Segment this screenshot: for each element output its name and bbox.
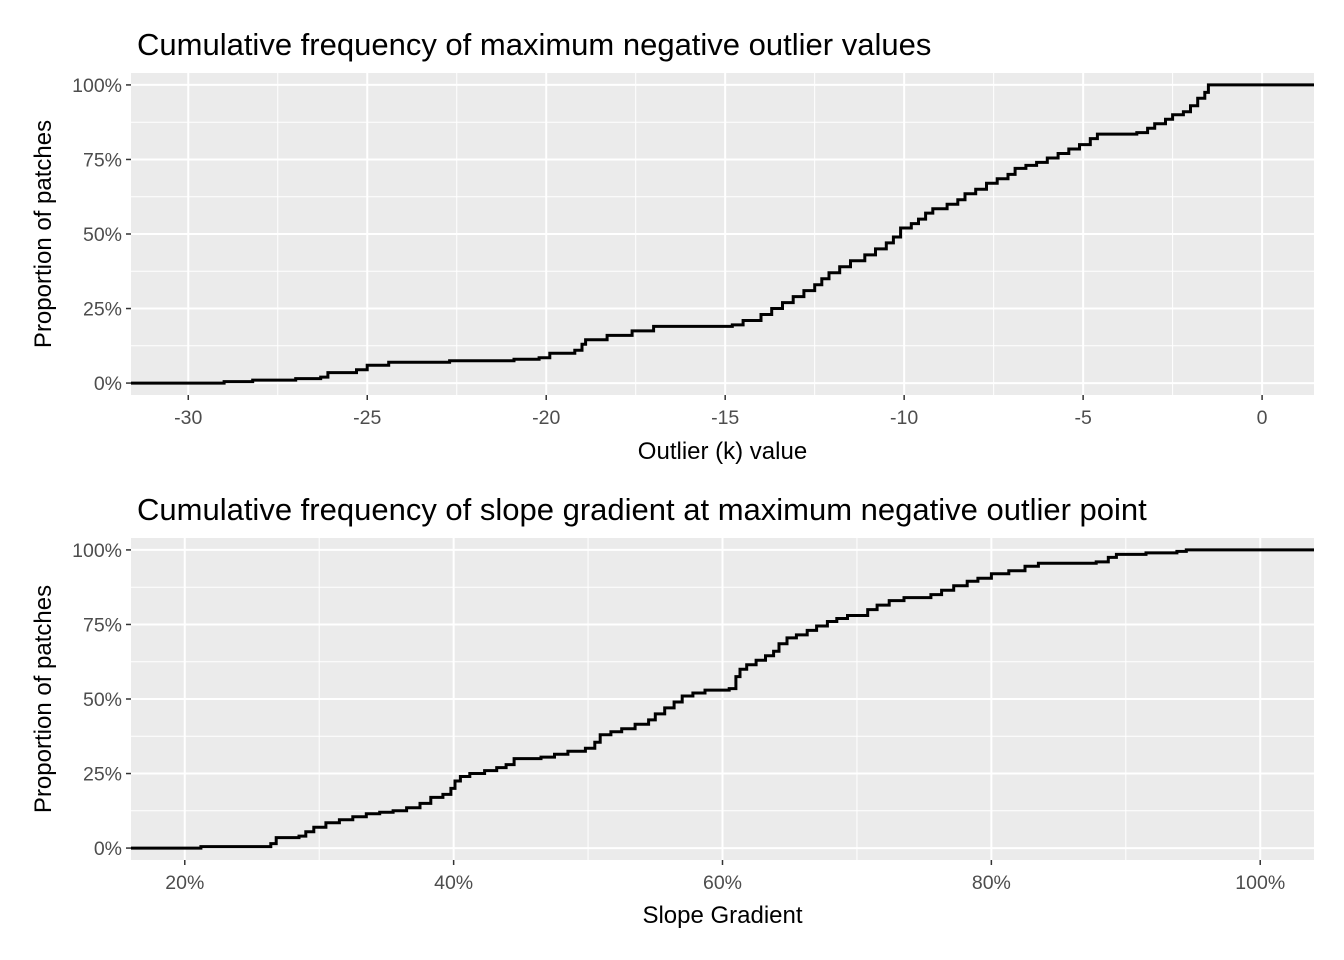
x-tick-label: -30 bbox=[174, 407, 202, 429]
x-tick-label: 40% bbox=[434, 872, 473, 894]
x-tick-label: -20 bbox=[532, 407, 560, 429]
y-tick-label: 75% bbox=[83, 149, 122, 171]
x-tick-label: 80% bbox=[972, 872, 1011, 894]
x-tick-label: 60% bbox=[703, 872, 742, 894]
chart-title: Cumulative frequency of maximum negative… bbox=[137, 27, 931, 62]
x-axis-ticks: -30 -25 -20 -15 -10 -5 0 bbox=[174, 395, 1268, 429]
y-axis-title: Proportion of patches bbox=[30, 585, 57, 813]
x-tick-label: -25 bbox=[353, 407, 381, 429]
y-tick-label: 100% bbox=[72, 540, 122, 562]
gridlines bbox=[131, 73, 1314, 395]
ecdf-line bbox=[131, 83, 1314, 385]
x-tick-label: -5 bbox=[1074, 407, 1091, 429]
y-tick-label: 0% bbox=[94, 838, 122, 860]
x-tick-label: 20% bbox=[165, 872, 204, 894]
chart-slope-gradient: Cumulative frequency of slope gradient a… bbox=[30, 492, 1314, 929]
y-axis-title: Proportion of patches bbox=[30, 120, 57, 348]
gridlines bbox=[131, 538, 1314, 860]
y-tick-label: 50% bbox=[83, 689, 122, 711]
y-axis-ticks: 0% 25% 50% 75% 100% bbox=[72, 540, 131, 860]
x-tick-label: 100% bbox=[1235, 872, 1285, 894]
y-tick-label: 100% bbox=[72, 75, 122, 97]
x-tick-label: -10 bbox=[890, 407, 918, 429]
x-axis-title: Outlier (k) value bbox=[638, 438, 807, 465]
chart-outlier-values: Cumulative frequency of maximum negative… bbox=[30, 27, 1314, 465]
y-tick-label: 25% bbox=[83, 299, 122, 321]
x-axis-title: Slope Gradient bbox=[642, 902, 802, 929]
y-axis-ticks: 0% 25% 50% 75% 100% bbox=[72, 75, 131, 395]
y-tick-label: 0% bbox=[94, 373, 122, 395]
x-axis-ticks: 20% 40% 60% 80% 100% bbox=[165, 860, 1285, 894]
x-tick-label: 0 bbox=[1257, 407, 1268, 429]
y-tick-label: 50% bbox=[83, 224, 122, 246]
ecdf-line bbox=[131, 548, 1314, 850]
y-tick-label: 75% bbox=[83, 614, 122, 636]
x-tick-label: -15 bbox=[711, 407, 739, 429]
chart-title: Cumulative frequency of slope gradient a… bbox=[137, 492, 1147, 527]
y-tick-label: 25% bbox=[83, 764, 122, 786]
